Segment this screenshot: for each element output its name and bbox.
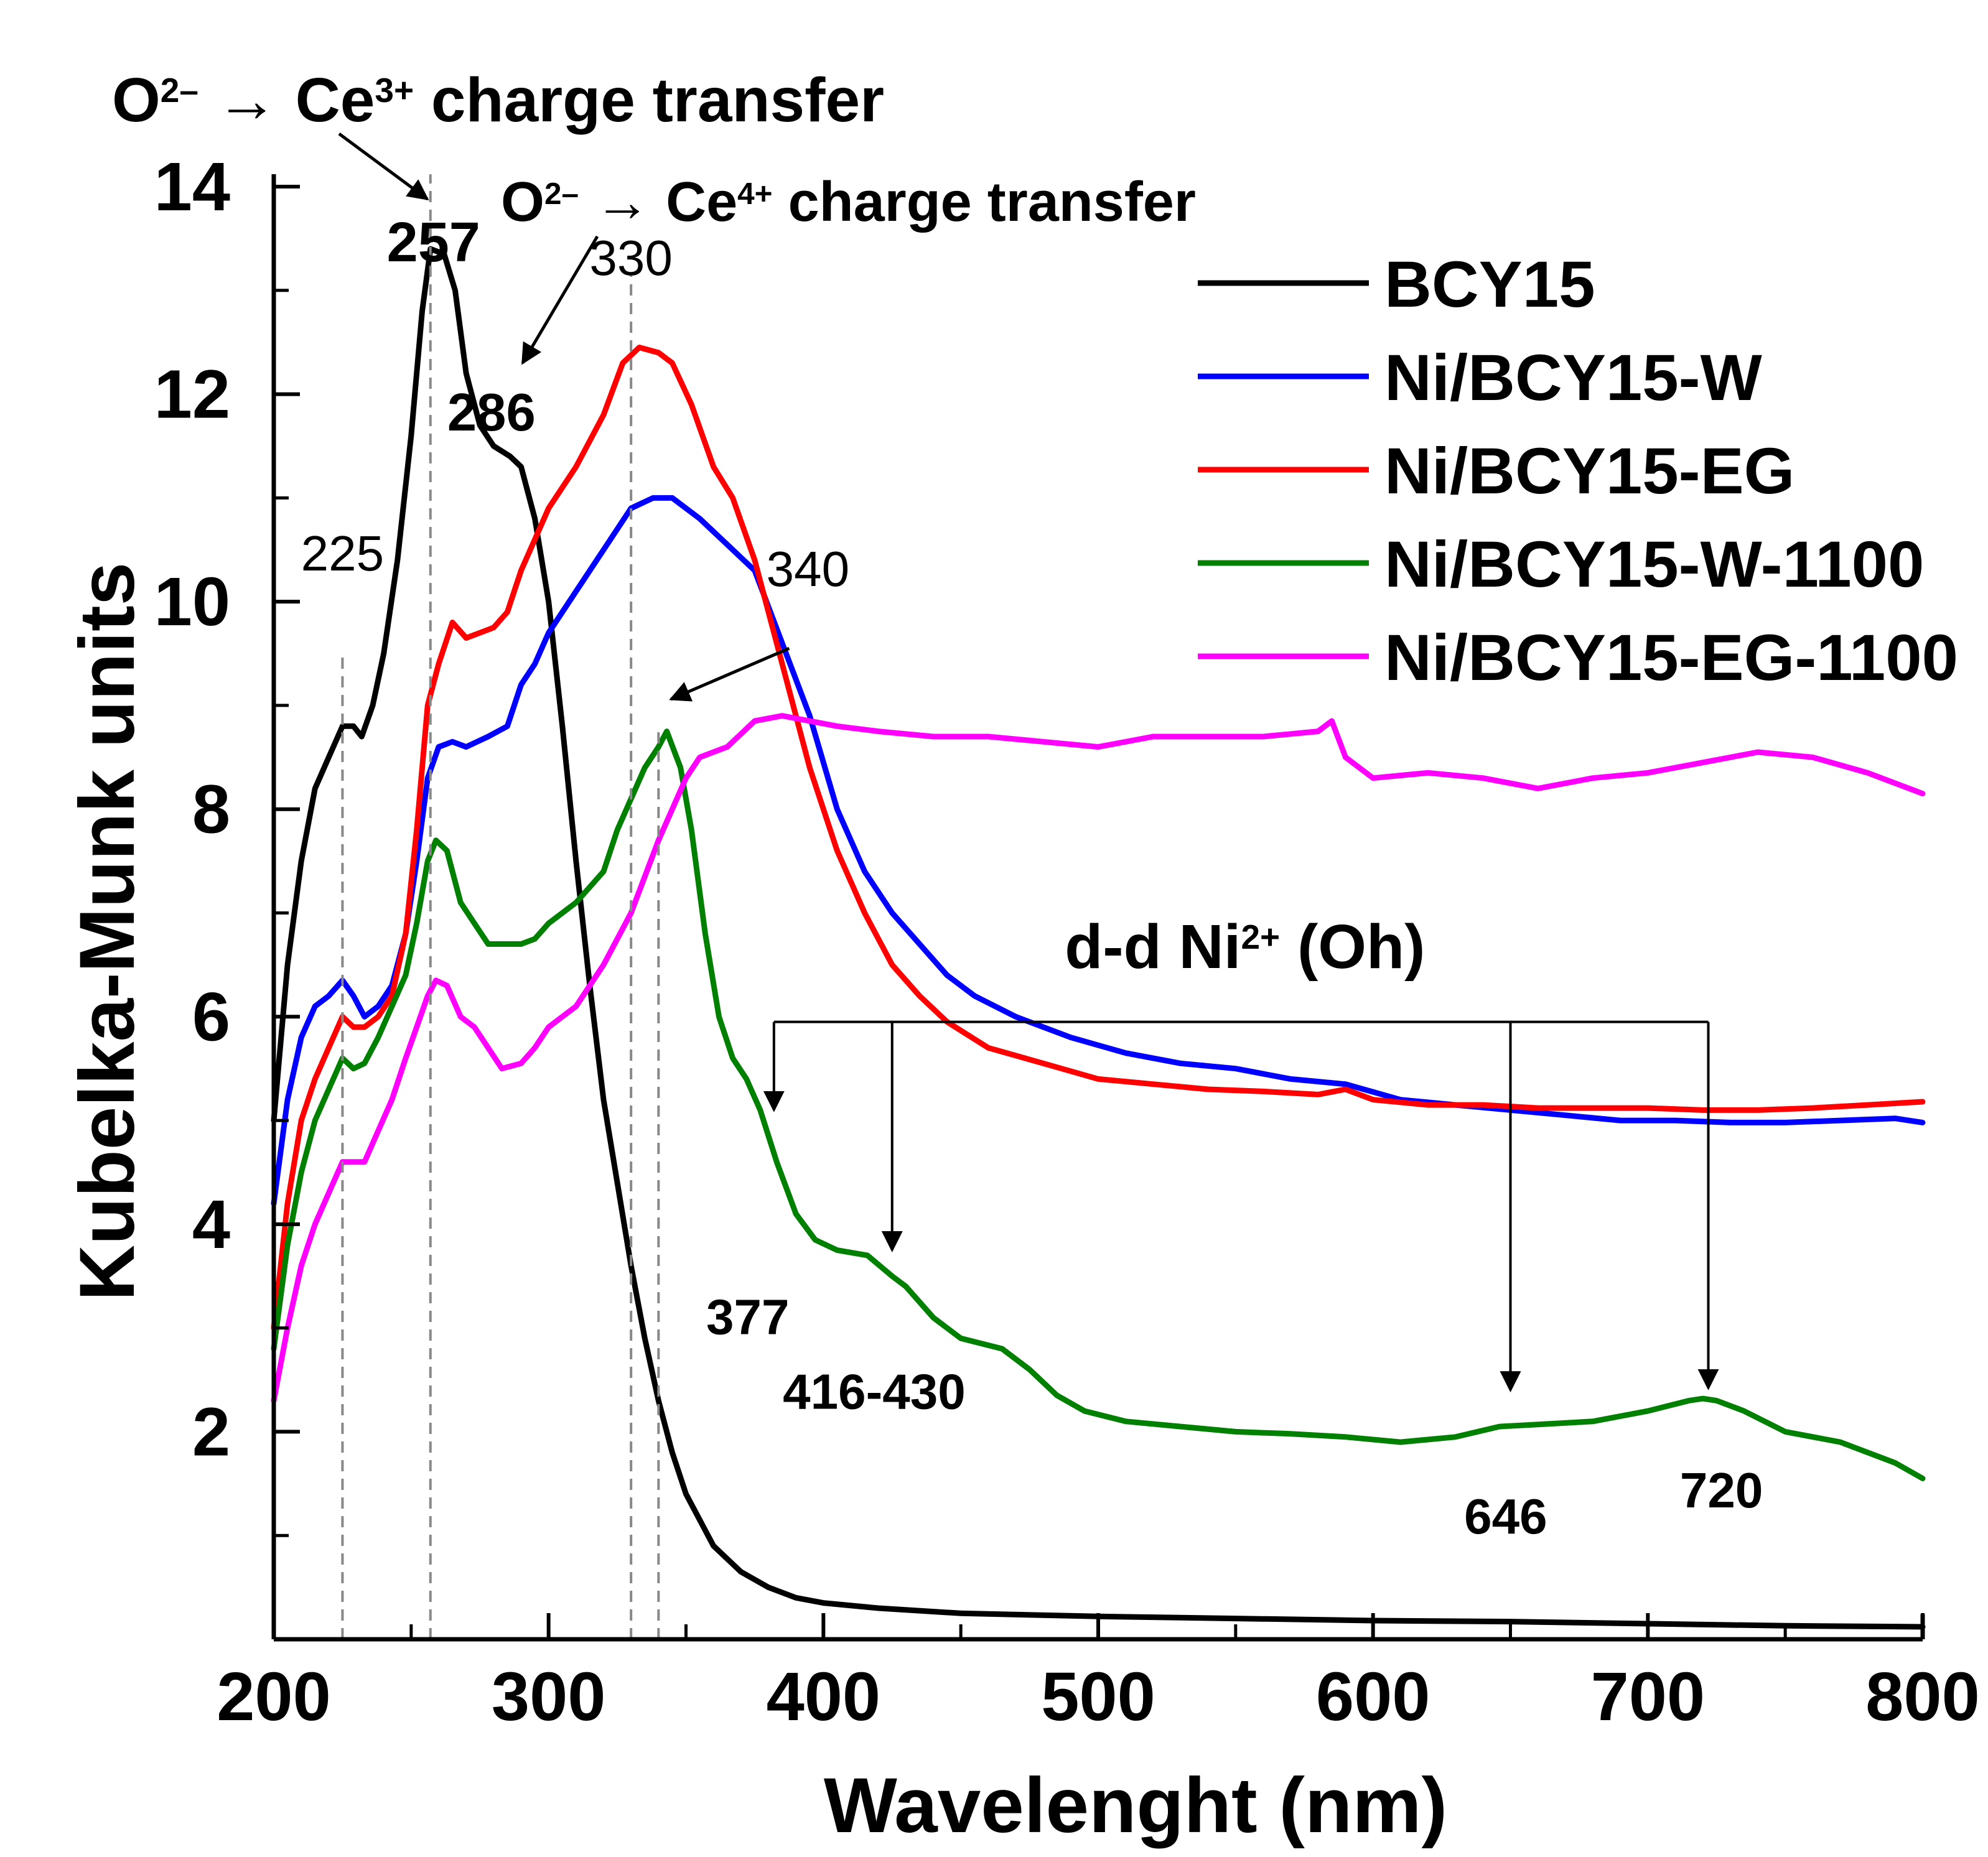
y-tick-label-8: 8 — [192, 771, 230, 848]
legend-label-ni-bcy15-w: Ni/BCY15-W — [1384, 342, 1762, 414]
peak-label-377: 377 — [706, 1290, 789, 1345]
peak-label-340: 340 — [767, 541, 849, 597]
peak-340-arrow — [669, 646, 790, 702]
ce3-charge-transfer-label: O2– → Ce3+ charge transfer — [112, 65, 884, 135]
ce3-arrow — [338, 132, 429, 201]
x-tick-label-500: 500 — [1041, 1659, 1155, 1735]
y-tick-label-12: 12 — [154, 356, 230, 433]
peak-label-416-430: 416-430 — [783, 1364, 966, 1420]
series-line-ni-bcy15-w — [271, 495, 1926, 1206]
x-tick-label-400: 400 — [767, 1659, 881, 1735]
y-tick-label-2: 2 — [192, 1394, 230, 1470]
peak-label-330: 330 — [589, 230, 672, 286]
peak-label-225: 225 — [301, 526, 384, 581]
x-tick-label-600: 600 — [1316, 1659, 1430, 1735]
series-line-ni-bcy15-eg — [271, 345, 1926, 1331]
legend-layer: BCY15 Ni/BCY15-W Ni/BCY15-EG Ni/BCY15-W-110… — [1198, 248, 1958, 694]
series-layer — [271, 246, 1926, 1630]
y-tick-label-4: 4 — [192, 1186, 230, 1263]
y-tick-label-6: 6 — [192, 979, 230, 1055]
legend-label-ni-bcy15-eg-1100: Ni/BCY15-EG-1100 — [1384, 621, 1958, 694]
y-tick-label-10: 10 — [154, 564, 230, 640]
guide-layer — [341, 174, 660, 1639]
axis-layer: 200 300 400 500 600 700 800 2 4 6 8 10 12 14 Wavelengh… — [64, 149, 1980, 1849]
series-line-ni-bcy15-w-1100 — [271, 728, 1926, 1481]
peak-label-720: 720 — [1680, 1463, 1763, 1518]
y-tick-label-14: 14 — [154, 149, 230, 225]
y-axis-title: Kubelka-Munk units — [64, 562, 151, 1301]
peak-label-646: 646 — [1464, 1489, 1547, 1544]
legend-label-ni-bcy15-eg: Ni/BCY15-EG — [1384, 435, 1794, 508]
legend-label-bcy15: BCY15 — [1384, 248, 1595, 321]
series-line-ni-bcy15-eg-1100 — [271, 713, 1926, 1403]
x-tick-label-700: 700 — [1591, 1659, 1706, 1735]
legend-label-ni-bcy15-w-1100: Ni/BCY15-W-1100 — [1384, 528, 1924, 601]
peak-label-257: 257 — [387, 212, 480, 274]
ce4-arrow — [521, 235, 599, 365]
x-tick-label-300: 300 — [492, 1659, 606, 1735]
dd-transition-label: d-d Ni2+ (Oh) — [1065, 912, 1425, 982]
peak-label-286: 286 — [447, 383, 536, 442]
series-line-bcy15 — [271, 246, 1926, 1630]
x-tick-label-800: 800 — [1865, 1659, 1980, 1735]
ce4-charge-transfer-label: O2– → Ce4+ charge transfer — [501, 171, 1196, 233]
x-tick-label-200: 200 — [217, 1659, 331, 1735]
x-axis-title: Wavelenght (nm) — [824, 1762, 1447, 1849]
